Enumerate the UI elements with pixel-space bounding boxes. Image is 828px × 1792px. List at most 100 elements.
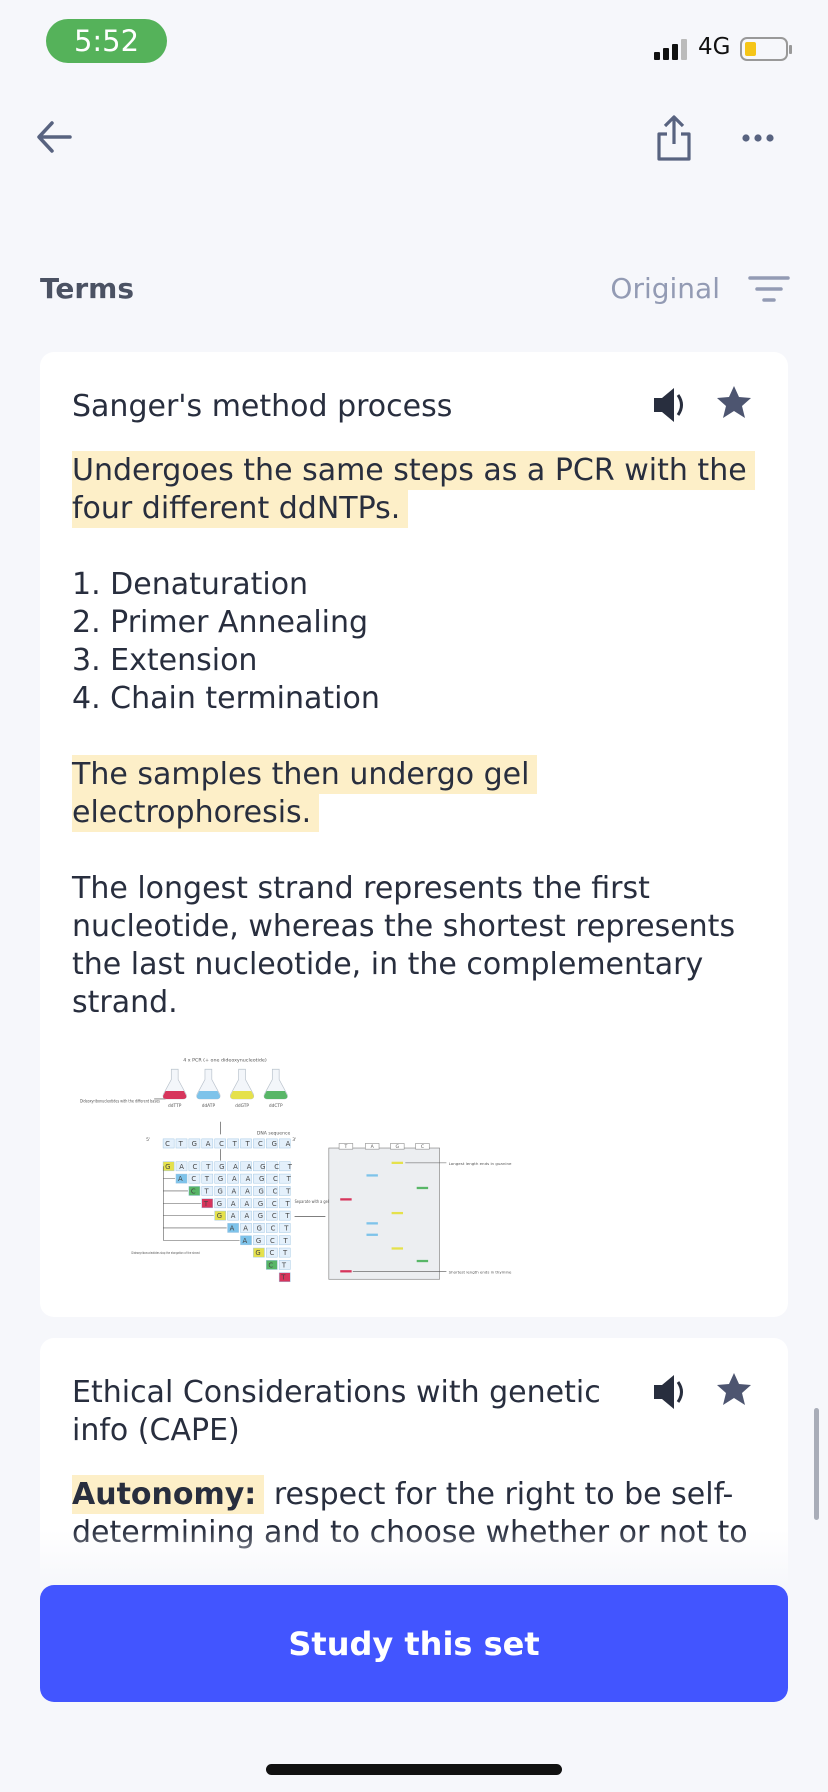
star-button[interactable] — [717, 386, 751, 418]
diagram-label: Dideoxyribonucleotides with the differen… — [80, 1098, 160, 1103]
base-box — [278, 1210, 291, 1221]
base-box — [266, 1161, 278, 1172]
base-box — [214, 1198, 226, 1209]
base-box — [278, 1186, 291, 1196]
lane-well — [365, 1143, 380, 1150]
flask-label: ddGTP — [235, 1103, 249, 1109]
step-item: 2. Primer Annealing — [72, 605, 369, 640]
step-item: 3. Extension — [72, 643, 258, 678]
gel-band — [416, 1186, 429, 1190]
bracket — [163, 1227, 240, 1241]
base-box — [227, 1161, 239, 1172]
lane-label: C — [421, 1144, 424, 1150]
card-actions — [654, 386, 751, 422]
definition-highlight: The samples then undergo gel electrophor… — [72, 755, 756, 832]
sort-label[interactable]: Original — [610, 272, 720, 305]
base-sequence: ACTGAAGCT — [178, 1175, 300, 1183]
base-box — [240, 1210, 252, 1221]
network-label: 4G — [698, 34, 731, 60]
study-button[interactable]: Study this set — [40, 1585, 788, 1702]
diagram-label: Dideoxyribonucleotides stop the elongati… — [131, 1250, 200, 1255]
gel-band — [391, 1211, 404, 1215]
base-box — [266, 1138, 278, 1149]
base-box — [227, 1173, 239, 1184]
base-box — [214, 1161, 226, 1172]
gel-band — [340, 1198, 352, 1201]
step-item: 4. Chain termination — [72, 681, 380, 716]
flask-liquid — [196, 1090, 221, 1099]
bracket — [163, 1178, 188, 1192]
base-box — [214, 1138, 226, 1149]
term-text: Ethical Considerations with genetic info… — [72, 1375, 601, 1448]
base-box — [253, 1223, 265, 1233]
base-box — [253, 1186, 265, 1196]
base-box — [253, 1138, 265, 1149]
highlight-text: Undergoes the same steps as a PCR with t… — [72, 451, 755, 528]
base-box — [227, 1223, 239, 1233]
base-box — [240, 1138, 252, 1149]
base-box — [253, 1173, 265, 1184]
lane-label: G — [396, 1144, 400, 1150]
base-box — [227, 1198, 239, 1209]
base-box — [266, 1210, 278, 1221]
star-button[interactable] — [717, 1373, 751, 1405]
base-box — [266, 1223, 278, 1233]
base-box — [240, 1186, 252, 1196]
base-sequence: GACTGAAGCT — [165, 1163, 301, 1171]
step-list: 1. Denaturation 2. Primer Annealing 3. Ext… — [72, 566, 756, 718]
base-box — [214, 1210, 226, 1221]
base-box — [278, 1173, 291, 1184]
flask-liquid — [264, 1090, 288, 1099]
base-sequence: CTGAAGCT — [191, 1187, 299, 1195]
base-box — [175, 1138, 188, 1149]
flask-liquid — [163, 1090, 187, 1099]
base-box — [278, 1235, 291, 1246]
base-box — [278, 1223, 291, 1233]
flask-label: ddATP — [202, 1103, 216, 1109]
lane-label: T — [344, 1144, 348, 1150]
base-box — [227, 1210, 239, 1221]
base-box — [266, 1247, 278, 1258]
base-box — [253, 1161, 265, 1172]
base-box — [175, 1161, 188, 1172]
more-button[interactable] — [740, 128, 780, 148]
base-box — [240, 1161, 252, 1172]
diagram-label: DNA sequence — [257, 1130, 291, 1136]
base-box — [214, 1186, 226, 1196]
lane-well — [338, 1143, 354, 1150]
base-box — [266, 1235, 278, 1246]
diagram-label: 5' — [146, 1137, 150, 1143]
definition-highlight: Undergoes the same steps as a PCR with t… — [72, 451, 756, 528]
base-box — [278, 1198, 291, 1209]
base-box — [188, 1138, 201, 1149]
diagram-label: Longest length ends in guanine — [449, 1161, 512, 1166]
base-box — [201, 1161, 214, 1172]
base-box — [253, 1210, 265, 1221]
gel-band — [366, 1222, 378, 1225]
base-sequence: T — [280, 1274, 294, 1282]
audio-button[interactable] — [654, 1375, 674, 1409]
base-box — [278, 1260, 291, 1270]
base-box — [201, 1198, 214, 1209]
base-box — [214, 1173, 226, 1184]
sanger-diagram: 4 x PCR (+ one dideoxynucleotide) Dideoxy… — [80, 1057, 512, 1283]
share-button[interactable] — [654, 114, 694, 162]
scrollbar — [814, 1408, 819, 1520]
gel-band — [340, 1270, 352, 1273]
base-box — [266, 1260, 278, 1270]
audio-button[interactable] — [654, 388, 674, 422]
base-box — [175, 1173, 188, 1184]
base-sequence: AGCT — [243, 1237, 297, 1245]
back-button[interactable] — [34, 118, 74, 156]
card-actions — [654, 1373, 751, 1409]
base-sequence: AAGCT — [230, 1224, 298, 1232]
bracket — [163, 1166, 176, 1179]
section-title: Terms — [40, 272, 135, 305]
base-box — [201, 1186, 214, 1196]
filter-icon[interactable] — [748, 275, 790, 305]
base-box — [227, 1138, 239, 1149]
gel-band — [366, 1233, 378, 1236]
base-box — [240, 1198, 252, 1209]
diagram-label: 3' — [292, 1137, 296, 1143]
